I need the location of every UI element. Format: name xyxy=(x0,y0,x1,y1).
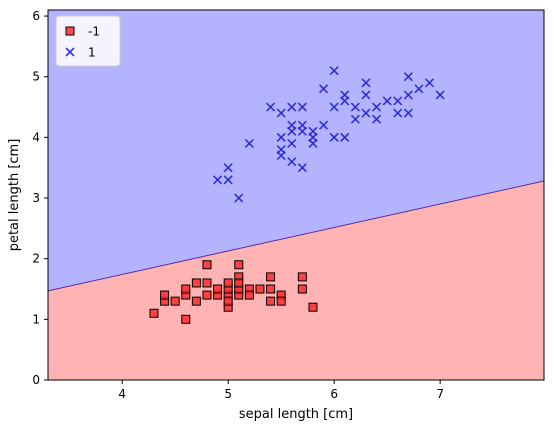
y-axis-label: petal length [cm] xyxy=(7,139,22,252)
point-class-1 xyxy=(403,108,413,118)
point-class-1 xyxy=(297,102,307,112)
data-points xyxy=(149,66,445,324)
point-class-neg1 xyxy=(234,278,244,288)
decision-boundary-line xyxy=(48,180,544,292)
y-tick-label: 3 xyxy=(32,191,40,205)
point-class-1 xyxy=(234,193,244,203)
point-class-1 xyxy=(287,138,297,149)
point-class-1 xyxy=(276,108,286,118)
point-class-neg1 xyxy=(266,284,276,294)
point-class-1 xyxy=(414,84,424,94)
point-class-neg1 xyxy=(266,272,276,282)
x-axis: 4 5 6 7 xyxy=(118,380,444,401)
point-class-neg1 xyxy=(202,260,212,270)
legend: -1 1 xyxy=(55,15,121,67)
point-class-neg1 xyxy=(213,284,223,294)
point-class-1 xyxy=(329,102,339,112)
point-class-1 xyxy=(403,72,413,82)
point-class-1 xyxy=(287,157,297,167)
x-tick-label: 5 xyxy=(224,387,232,401)
x-tick-label: 7 xyxy=(436,387,444,401)
point-class-neg1 xyxy=(202,278,212,288)
point-class-1 xyxy=(371,114,382,124)
point-class-1 xyxy=(318,84,329,94)
y-tick-label: 2 xyxy=(32,252,40,266)
point-class-neg1 xyxy=(181,284,191,294)
point-class-neg1 xyxy=(191,278,201,288)
point-class-1 xyxy=(287,102,297,112)
point-class-1 xyxy=(350,114,360,124)
point-class-1 xyxy=(393,108,403,118)
point-class-neg1 xyxy=(308,302,318,312)
legend-label: 1 xyxy=(88,46,96,60)
point-class-neg1 xyxy=(160,290,170,300)
point-class-1 xyxy=(340,132,350,142)
point-class-1 xyxy=(403,90,413,100)
point-class-neg1 xyxy=(297,272,307,282)
legend-label: -1 xyxy=(88,25,100,39)
y-axis: 0 1 2 3 4 5 6 xyxy=(32,9,48,387)
point-class-1 xyxy=(287,120,297,130)
y-tick-label: 0 xyxy=(32,373,40,387)
y-tick-label: 5 xyxy=(32,70,40,84)
point-class-neg1 xyxy=(191,296,201,306)
point-class-neg1 xyxy=(234,260,244,270)
x-tick-label: 6 xyxy=(330,387,338,401)
legend-marker-x xyxy=(65,47,75,57)
point-class-1 xyxy=(297,163,307,173)
point-class-1 xyxy=(393,96,403,106)
point-class-neg1 xyxy=(202,290,212,300)
point-class-neg1 xyxy=(170,296,180,306)
point-class-1 xyxy=(244,138,254,149)
decision-regions xyxy=(48,10,544,380)
point-class-1 xyxy=(340,90,350,100)
point-class-1 xyxy=(382,96,392,106)
x-tick-label: 4 xyxy=(118,387,126,401)
point-class-neg1 xyxy=(223,296,233,306)
point-class-1 xyxy=(265,102,276,112)
point-class-1 xyxy=(329,132,339,142)
region-class-neg1 xyxy=(48,181,544,380)
x-axis-label: sepal length [cm] xyxy=(239,407,353,422)
point-class-1 xyxy=(223,163,233,173)
y-tick-label: 1 xyxy=(32,312,40,326)
point-class-neg1 xyxy=(266,296,276,306)
point-class-1 xyxy=(350,102,360,112)
point-class-1 xyxy=(213,175,223,185)
point-class-1 xyxy=(223,175,233,185)
y-tick-label: 6 xyxy=(32,9,40,23)
point-class-1 xyxy=(329,66,339,76)
point-class-1 xyxy=(361,108,371,118)
point-class-1 xyxy=(276,151,286,161)
point-class-neg1 xyxy=(276,296,286,306)
point-class-neg1 xyxy=(244,290,254,300)
point-class-neg1 xyxy=(181,314,191,324)
point-class-1 xyxy=(308,126,318,136)
region-class-1 xyxy=(48,10,544,291)
point-class-1 xyxy=(435,90,445,100)
legend-marker-square xyxy=(65,26,75,36)
point-class-1 xyxy=(318,120,329,130)
point-class-1 xyxy=(424,78,435,88)
point-class-neg1 xyxy=(149,308,159,318)
point-class-neg1 xyxy=(297,284,307,294)
y-tick-label: 4 xyxy=(32,130,40,144)
point-class-1 xyxy=(361,78,371,88)
point-class-1 xyxy=(371,102,382,112)
point-class-1 xyxy=(297,120,307,130)
plot-frame xyxy=(47,9,545,381)
point-class-1 xyxy=(276,132,286,142)
point-class-neg1 xyxy=(255,284,265,294)
point-class-neg1 xyxy=(223,278,233,288)
point-class-1 xyxy=(361,90,371,100)
